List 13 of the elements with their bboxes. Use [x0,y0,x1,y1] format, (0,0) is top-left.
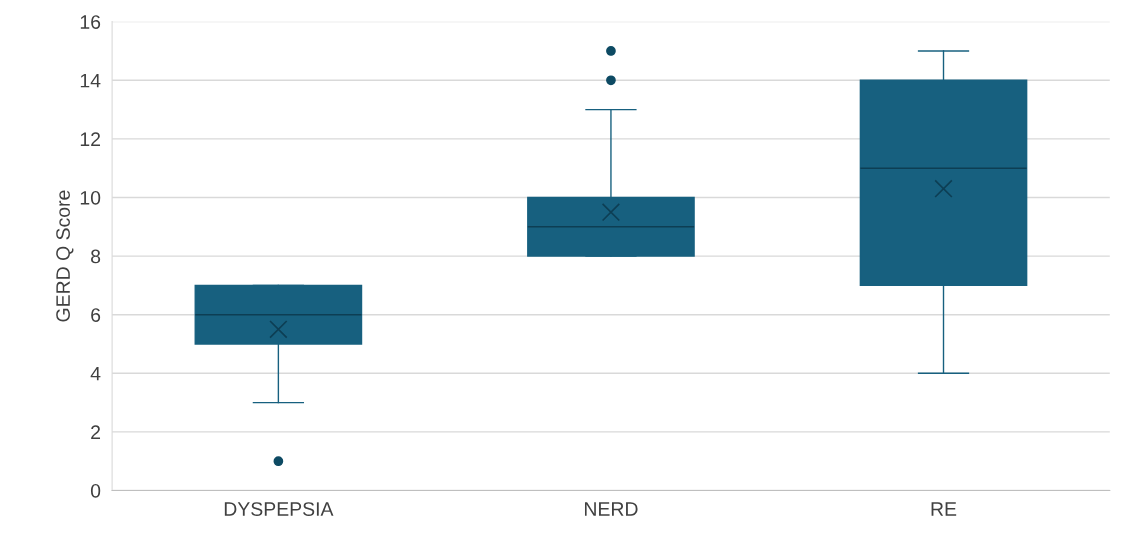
x-tick-label: RE [931,502,957,516]
y-tick-label: 0 [90,483,101,498]
x-tick-label: DYSPEPSIA [224,502,334,516]
y-tick-label: 10 [80,190,101,205]
y-tick-label: 6 [91,308,101,322]
y-axis-title: GERD Q Score [56,190,74,322]
y-tick-label: 14 [80,73,101,88]
y-tick-label: 4 [90,366,101,381]
y-tick-label: 12 [80,132,101,146]
y-tick-label: 16 [80,15,101,29]
y-tick-label: 2 [91,425,101,439]
y-tick-label: 8 [91,249,101,264]
x-tick-label: NERD [584,502,638,516]
